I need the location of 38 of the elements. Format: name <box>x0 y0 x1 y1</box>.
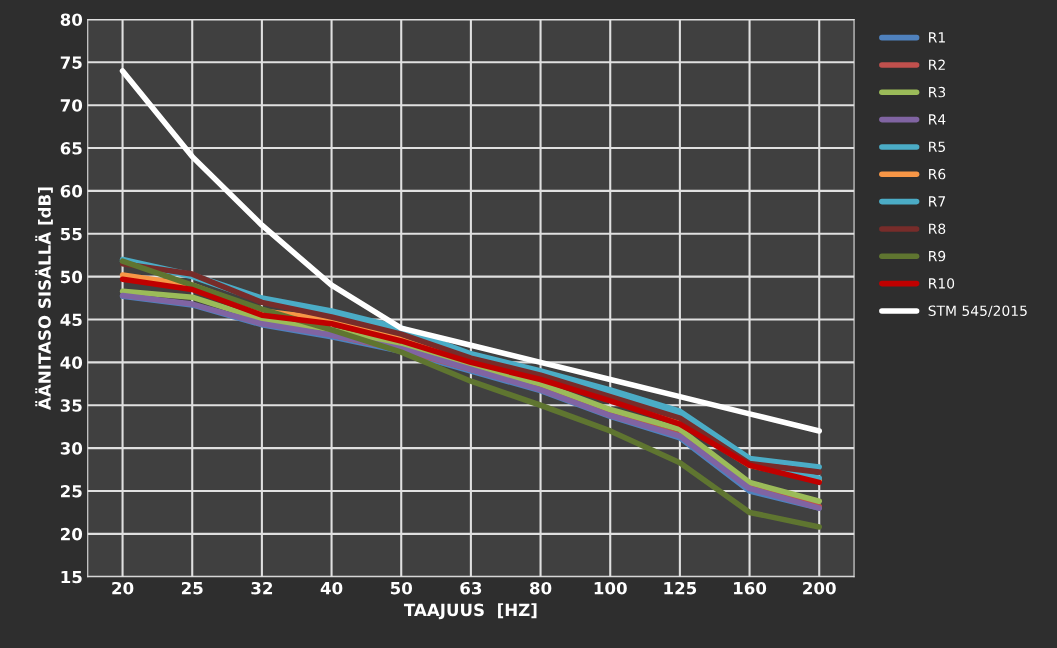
x-tick-label: 40 <box>320 581 343 595</box>
legend-label: R5 <box>929 141 945 153</box>
legend-label: R9 <box>929 250 946 262</box>
y-tick-label: 35 <box>60 399 82 412</box>
y-tick-label: 60 <box>60 184 83 198</box>
y-tick-label: 45 <box>60 313 82 327</box>
y-tick-label: 75 <box>60 56 82 69</box>
x-tick-label: 100 <box>594 581 627 595</box>
y-tick-label: 50 <box>60 270 83 284</box>
x-tick-label: 160 <box>734 581 767 595</box>
legend-label: R7 <box>929 196 946 207</box>
y-tick-label: 20 <box>60 527 83 541</box>
y-tick-label: 70 <box>60 99 83 112</box>
x-tick-label: 50 <box>390 581 413 595</box>
legend-label: R10 <box>929 278 955 289</box>
x-tick-label: 32 <box>251 581 273 595</box>
x-axis-title: TAAJUUS [HZ] <box>403 603 537 620</box>
x-tick-label: 63 <box>460 581 482 595</box>
y-tick-label: 55 <box>60 227 82 241</box>
legend-label: R1 <box>929 32 945 43</box>
y-tick-label: 65 <box>60 142 82 155</box>
legend-label: R6 <box>929 168 946 180</box>
x-tick-label: 20 <box>112 581 134 595</box>
y-tick-label: 25 <box>60 484 82 498</box>
y-tick-label: 80 <box>60 13 83 27</box>
y-tick-label: 30 <box>60 442 83 455</box>
legend-label: R3 <box>929 86 946 98</box>
y-tick-label: 40 <box>60 356 83 369</box>
legend-label: R8 <box>929 223 946 235</box>
x-tick-label: 80 <box>529 581 552 595</box>
x-tick-label: 200 <box>803 581 836 595</box>
y-axis-title: ÄÄNITASO SISÄLLÄ [dB] <box>35 187 53 410</box>
x-tick-label: 25 <box>181 581 203 595</box>
legend-label: R4 <box>929 114 946 125</box>
legend-label: R2 <box>929 59 945 70</box>
y-tick-label: 15 <box>61 570 82 584</box>
legend-label: STM 545/2015 <box>928 305 1027 318</box>
x-tick-label: 125 <box>664 581 697 595</box>
